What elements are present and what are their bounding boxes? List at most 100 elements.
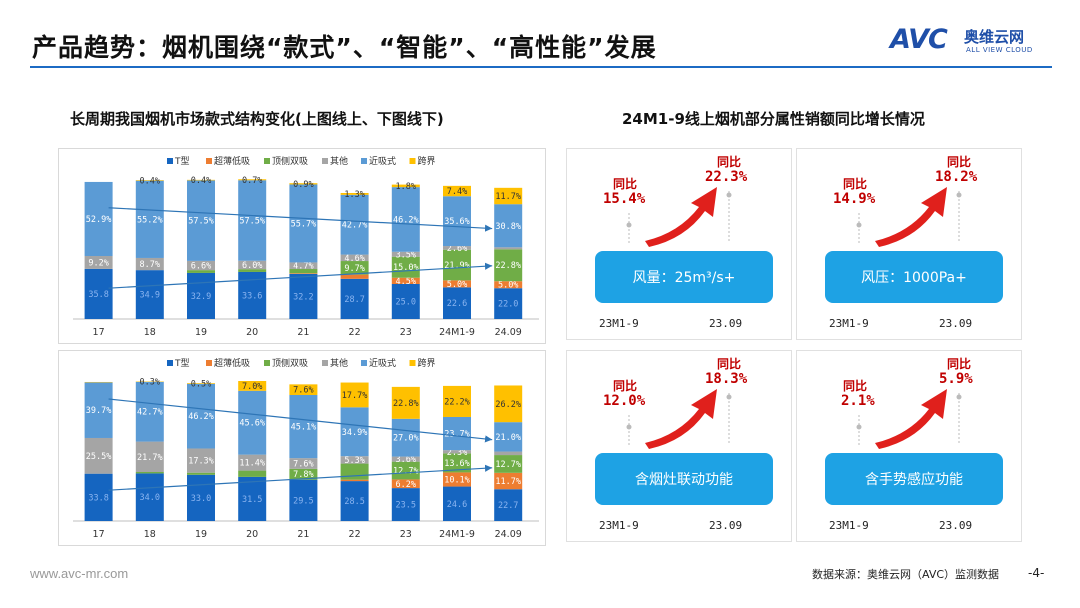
bar-segment bbox=[289, 395, 318, 459]
data-label: 6.2% bbox=[396, 480, 416, 490]
bar-segment bbox=[135, 257, 164, 271]
data-label: 55.7% bbox=[291, 219, 317, 229]
bar-segment bbox=[135, 180, 164, 181]
x-tick-label: 17 bbox=[93, 529, 105, 540]
data-label: 23.7% bbox=[444, 430, 470, 440]
data-label: 27.0% bbox=[393, 434, 419, 444]
data-label: 0.5% bbox=[191, 379, 211, 389]
legend-swatch bbox=[206, 158, 212, 164]
data-label: 35.6% bbox=[444, 217, 470, 227]
data-label: 7.6% bbox=[293, 459, 313, 469]
data-label: 4.7% bbox=[293, 262, 313, 272]
bar-segment bbox=[187, 272, 215, 319]
pressure-pill: 风压：1000Pa+ bbox=[825, 251, 1003, 303]
logo-mark: AVC bbox=[890, 24, 948, 55]
data-label: 22.8% bbox=[495, 261, 521, 271]
data-label: 22.8% bbox=[393, 399, 419, 409]
bar-segment bbox=[84, 382, 113, 438]
gesture-value-a: 2.1% bbox=[841, 393, 875, 409]
bar-segment bbox=[135, 473, 164, 521]
linkage-year-a: 23M1-9 bbox=[599, 519, 639, 532]
data-label: 34.9 bbox=[140, 291, 160, 301]
x-tick-label: 21 bbox=[297, 327, 309, 338]
data-label: 5.0% bbox=[498, 281, 518, 291]
bar-segment bbox=[187, 179, 215, 181]
data-label: 33.8 bbox=[88, 493, 108, 503]
data-label: 57.5% bbox=[188, 217, 214, 227]
bar-segment bbox=[238, 470, 267, 477]
legend-swatch bbox=[361, 360, 367, 366]
legend-label: 跨界 bbox=[418, 156, 436, 167]
bar-segment bbox=[340, 194, 369, 255]
left-panel-title: 长周期我国烟机市场款式结构变化(上图线上、下图线下) bbox=[70, 110, 444, 128]
bar-segment bbox=[289, 384, 318, 395]
linkage-label-b: 同比 bbox=[717, 357, 742, 371]
bar-segment bbox=[84, 181, 113, 256]
data-label: 31.5 bbox=[242, 495, 262, 505]
bar-segment bbox=[187, 448, 215, 473]
linkage-value-b: 18.3% bbox=[705, 371, 748, 387]
linkage-pill: 含烟灶联动功能 bbox=[595, 453, 773, 505]
x-tick-label: 22 bbox=[349, 327, 361, 338]
data-label: 21.0% bbox=[495, 433, 521, 443]
data-label: 57.5% bbox=[239, 217, 265, 227]
gesture-value-b: 5.9% bbox=[939, 371, 973, 387]
pressure-value-b: 18.2% bbox=[935, 169, 978, 185]
offline-chart-svg: T型 超薄低吸 顶侧双吸 其他 近吸式 跨界 33.8 25.5% 39.7% 17 34.0 21.… bbox=[73, 357, 539, 540]
trend-arrow-up bbox=[108, 262, 493, 289]
bar-segment bbox=[289, 273, 318, 319]
bar-segment bbox=[135, 270, 164, 319]
bar-segment bbox=[443, 287, 471, 319]
growth-arrow-icon bbox=[626, 389, 732, 449]
data-label: 32.2 bbox=[293, 292, 313, 302]
bar-segment bbox=[135, 180, 164, 258]
bar-segment bbox=[494, 489, 523, 521]
bar-segment bbox=[238, 260, 267, 270]
trend-arrow-up bbox=[108, 464, 493, 491]
x-tick-label: 24.09 bbox=[495, 529, 522, 540]
data-label: 12.7% bbox=[495, 460, 521, 470]
legend-label: T型 bbox=[174, 156, 190, 167]
data-label: 7.6% bbox=[293, 386, 313, 396]
bar-segment bbox=[494, 288, 523, 319]
legend-swatch bbox=[264, 158, 270, 164]
bar-segment bbox=[340, 456, 369, 464]
data-label: 11.7% bbox=[495, 477, 521, 487]
pressure-value-a: 14.9% bbox=[833, 191, 876, 207]
airflow-label-a: 同比 bbox=[613, 177, 638, 191]
data-label: 52.9% bbox=[86, 215, 112, 225]
gesture-label-a: 同比 bbox=[843, 379, 868, 393]
data-label: 45.6% bbox=[239, 419, 265, 429]
bar-segment bbox=[135, 381, 164, 442]
footer-url: www.avc-mr.com bbox=[30, 566, 129, 581]
data-label: 55.2% bbox=[137, 215, 163, 225]
bar-segment bbox=[289, 458, 318, 469]
data-label: 3.6% bbox=[396, 455, 416, 465]
data-label: 25.5% bbox=[86, 452, 112, 462]
data-label: 4.5% bbox=[396, 277, 416, 287]
data-label: 0.7% bbox=[242, 176, 262, 186]
legend-label: 超薄低吸 bbox=[214, 357, 250, 369]
x-tick-label: 21 bbox=[297, 529, 309, 540]
data-label: 35.8 bbox=[88, 290, 108, 300]
data-label: 15.0% bbox=[393, 263, 419, 273]
bar-segment bbox=[494, 451, 523, 456]
bar-segment bbox=[340, 407, 369, 457]
legend-label: 顶侧双吸 bbox=[272, 357, 308, 369]
data-label: 23.5 bbox=[396, 501, 416, 511]
bar-segment bbox=[187, 270, 215, 273]
data-label: 45.1% bbox=[291, 423, 317, 433]
linkage-label-a: 同比 bbox=[613, 379, 638, 393]
bar-segment bbox=[391, 456, 420, 462]
bar-segment bbox=[391, 386, 420, 419]
footer-source: 数据来源：奥维云网（AVC）监测数据 bbox=[812, 568, 1000, 581]
bar-segment bbox=[391, 251, 420, 257]
logo-en-text: ALL VIEW CLOUD bbox=[966, 46, 1033, 54]
x-tick-label: 24M1-9 bbox=[439, 327, 475, 338]
bar-segment bbox=[494, 455, 523, 473]
bar-segment bbox=[187, 383, 215, 449]
data-label: 7.0% bbox=[242, 382, 262, 392]
bar-segment bbox=[443, 453, 471, 473]
bar-segment bbox=[340, 261, 369, 275]
x-tick-label: 18 bbox=[144, 529, 156, 540]
